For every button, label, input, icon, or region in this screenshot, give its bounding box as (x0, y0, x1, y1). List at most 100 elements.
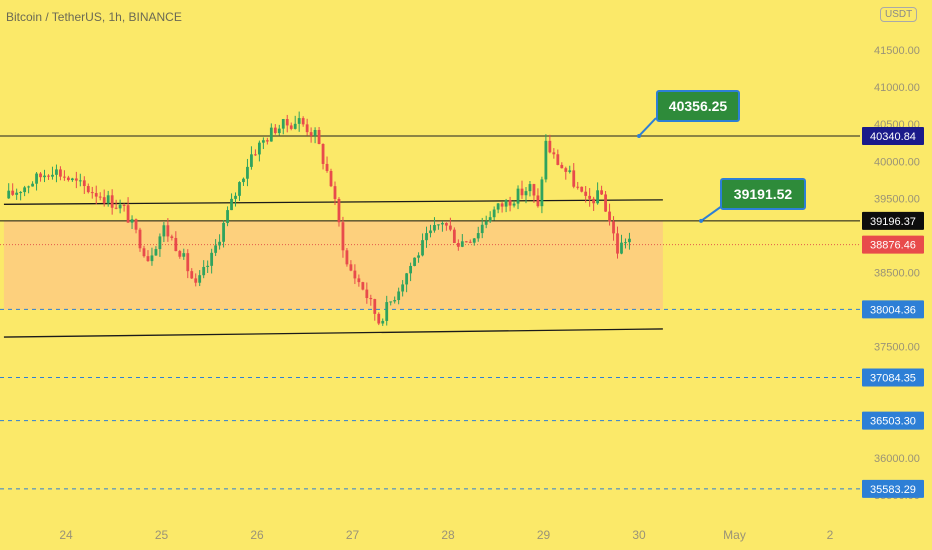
candle-body (186, 253, 190, 272)
currency-badge[interactable]: USDT (880, 7, 918, 22)
candle-body (11, 190, 15, 195)
candle-body (218, 241, 221, 246)
channel-line-1[interactable] (3, 328, 663, 338)
time-tick-label: 25 (155, 528, 169, 542)
level-badge-6[interactable] (862, 479, 924, 498)
candle-body (409, 265, 412, 274)
time-tick-label: 29 (537, 528, 551, 542)
candle-body (82, 180, 86, 187)
candle-body (572, 170, 576, 187)
candle-body (27, 186, 30, 188)
candle-body (584, 191, 588, 196)
candle-body (90, 192, 94, 194)
candle-body (198, 275, 202, 283)
level-badge-2[interactable] (862, 235, 924, 254)
candle-body (464, 241, 468, 243)
callout-anchor-1 (699, 218, 704, 223)
price-tick-label: 37500.00 (874, 342, 920, 354)
candle-body (277, 128, 281, 134)
level-badge-1[interactable] (862, 211, 924, 230)
level-badge-label: 36503.30 (870, 416, 916, 428)
level-badge-0[interactable] (862, 126, 924, 145)
candle-body (556, 154, 560, 165)
candle-body (405, 273, 409, 285)
time-tick-label: May (723, 528, 746, 542)
price-tick-label: 41000.00 (874, 82, 920, 94)
candle-body (337, 198, 341, 223)
candle-body (202, 266, 206, 276)
candle-body (401, 284, 405, 292)
candle-body (74, 178, 78, 181)
candle-body (321, 143, 325, 164)
candle-body (580, 186, 584, 192)
candle-body (353, 270, 357, 279)
candle-body (369, 298, 373, 300)
candle-body (55, 169, 58, 175)
level-badge-3[interactable] (862, 300, 924, 319)
candle-body (106, 195, 110, 204)
candle-body (608, 211, 611, 222)
candle-body (226, 210, 229, 223)
callout-anchor-0 (637, 133, 641, 138)
candle-body (429, 230, 432, 234)
candle-body (452, 229, 456, 244)
candle-body (520, 188, 524, 196)
level-badge-5[interactable] (862, 411, 924, 430)
candle-body (234, 195, 237, 199)
candle-body (301, 118, 305, 125)
candle-body (19, 192, 23, 194)
candle-body (297, 118, 301, 124)
candle-body (230, 198, 233, 211)
callout-pointer-0 (638, 117, 657, 137)
candle-body (496, 203, 500, 210)
candle-body (365, 289, 369, 299)
time-tick-label: 27 (346, 528, 360, 542)
callout-upper-level: 40356.25 (656, 90, 740, 122)
price-tick-label: 36000.00 (874, 453, 920, 465)
price-tick-label: 39500.00 (874, 193, 920, 205)
candle-body (265, 140, 269, 142)
channel-line-0[interactable] (3, 199, 663, 205)
price-tick-label: 41500.00 (874, 45, 920, 57)
candle-body (257, 142, 261, 155)
candle-body (317, 129, 321, 144)
candle-body (194, 278, 198, 283)
candle-body (544, 140, 548, 180)
callout-middle-level: 39191.52 (720, 178, 806, 210)
candle-body (114, 207, 118, 209)
candle-body (110, 195, 114, 208)
candle-body (214, 245, 218, 253)
candle-body (413, 257, 416, 266)
candle-body (548, 140, 552, 153)
level-badge-4[interactable] (862, 368, 924, 387)
candle-body (329, 170, 333, 187)
candle-body (433, 225, 436, 231)
candle-body (552, 152, 556, 155)
candle-body (309, 132, 313, 136)
callout-pointer-1 (700, 205, 723, 222)
candle-body (182, 253, 186, 257)
candle-body (532, 184, 536, 196)
candle-body (86, 186, 90, 193)
candle-body (70, 178, 74, 181)
candle-body (190, 271, 194, 279)
candle-body (59, 169, 62, 177)
candle-body (281, 119, 285, 129)
level-badge-label: 38004.36 (870, 304, 916, 316)
candle-body (154, 249, 158, 256)
candle-body (628, 238, 631, 243)
level-badge-label: 37084.35 (870, 373, 916, 385)
candle-body (134, 219, 138, 230)
candle-body (393, 300, 397, 302)
candle-body (293, 123, 297, 129)
candle-body (174, 237, 178, 252)
candle-body (269, 127, 273, 142)
candle-body (66, 177, 70, 181)
candle-body (568, 170, 572, 172)
candle-body (588, 195, 592, 199)
candle-body (43, 175, 46, 178)
candle-body (377, 313, 381, 324)
candle-body (206, 265, 210, 267)
